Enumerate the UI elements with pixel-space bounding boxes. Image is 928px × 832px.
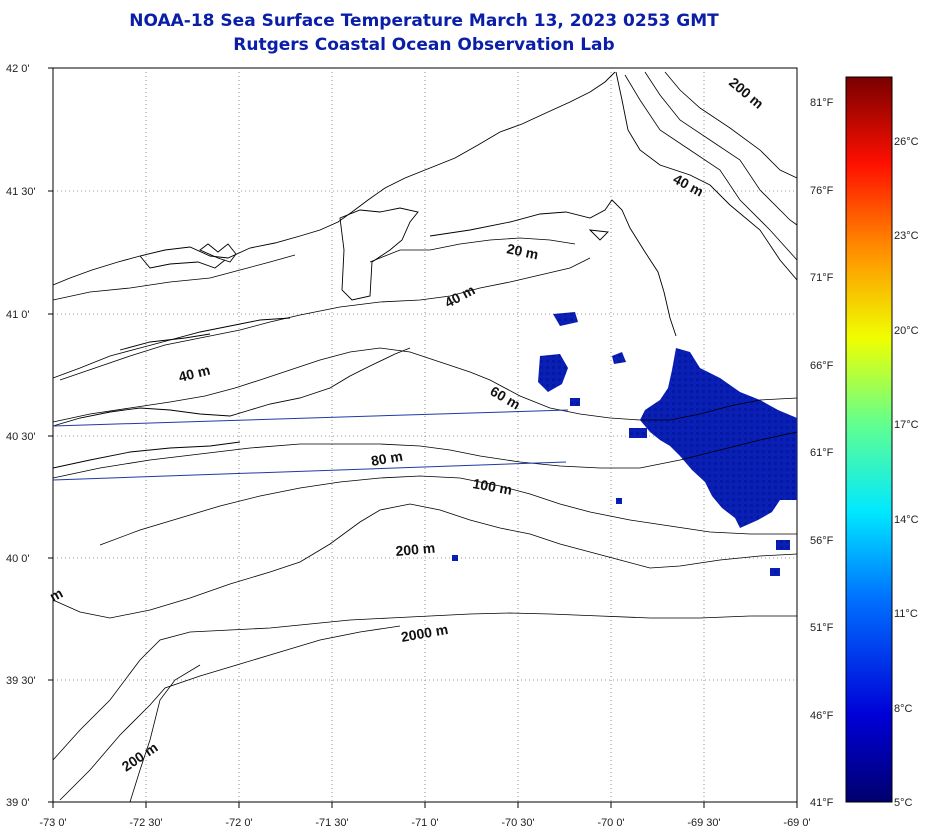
lat-label: 39 0': [6, 797, 30, 809]
lon-label: -70 0': [597, 817, 624, 829]
colorbar-c-label: 11°C: [894, 608, 918, 620]
lat-label: 39 30': [6, 675, 36, 687]
lon-label: -69 30': [687, 817, 720, 829]
colorbar-c-label: 20°C: [894, 325, 919, 337]
latitude-labels: 42 0' 41 30' 41 0' 40 30' 40 0' 39 30' 3…: [6, 63, 36, 809]
colorbar-f-label: 61°F: [810, 447, 834, 459]
colorbar-c-label: 8°C: [894, 703, 913, 715]
lon-label: -69 0': [783, 817, 810, 829]
lat-label: 40 0': [6, 553, 30, 565]
colorbar-c-label: 5°C: [894, 797, 913, 809]
colorbar-f-label: 81°F: [810, 97, 834, 109]
celsius-scale: 26°C 23°C 20°C 17°C 14°C 11°C 8°C 5°C: [894, 136, 919, 809]
graticule: [53, 68, 797, 802]
lon-label: -71 30': [315, 817, 348, 829]
contour-label: 200 m: [395, 540, 436, 559]
fahrenheit-scale: 81°F 76°F 71°F 66°F 61°F 56°F 51°F 46°F …: [810, 97, 834, 809]
longitude-labels: -73 0' -72 30' -72 0' -71 30' -71 0' -70…: [39, 817, 810, 829]
contour-label: 80 m: [370, 448, 404, 469]
colorbar-c-label: 26°C: [894, 136, 919, 148]
colorbar: [845, 76, 893, 803]
colorbar-f-label: 76°F: [810, 185, 834, 197]
contour-label: 40 m: [177, 362, 212, 385]
lat-label: 41 30': [6, 186, 36, 198]
sst-pixels: [452, 312, 797, 576]
lat-label: 41 0': [6, 309, 30, 321]
contour-label: 100 m: [471, 475, 513, 498]
lat-label: 40 30': [6, 431, 36, 443]
colorbar-f-label: 56°F: [810, 535, 834, 547]
track-lines: [52, 409, 569, 481]
lon-label: -72 30': [129, 817, 162, 829]
axis-ticks: [48, 67, 798, 808]
lon-label: -70 30': [501, 817, 534, 829]
lon-label: -71 0': [411, 817, 438, 829]
colorbar-f-label: 46°F: [810, 710, 834, 722]
coastline: [52, 71, 798, 469]
lon-label: -72 0': [225, 817, 252, 829]
bathymetry-contours: [52, 71, 798, 803]
map-title: NOAA-18 Sea Surface Temperature March 13…: [129, 11, 719, 31]
contour-label: 20 m: [505, 240, 540, 262]
colorbar-f-label: 51°F: [810, 622, 834, 634]
colorbar-c-label: 14°C: [894, 514, 919, 526]
colorbar-f-label: 41°F: [810, 797, 834, 809]
colorbar-f-label: 71°F: [810, 272, 834, 284]
lon-label: -73 0': [39, 817, 66, 829]
colorbar-c-label: 23°C: [894, 230, 919, 242]
colorbar-c-label: 17°C: [894, 419, 919, 431]
map-subtitle: Rutgers Coastal Ocean Observation Lab: [233, 35, 615, 55]
lat-label: 42 0': [6, 63, 30, 75]
colorbar-f-label: 66°F: [810, 360, 834, 372]
